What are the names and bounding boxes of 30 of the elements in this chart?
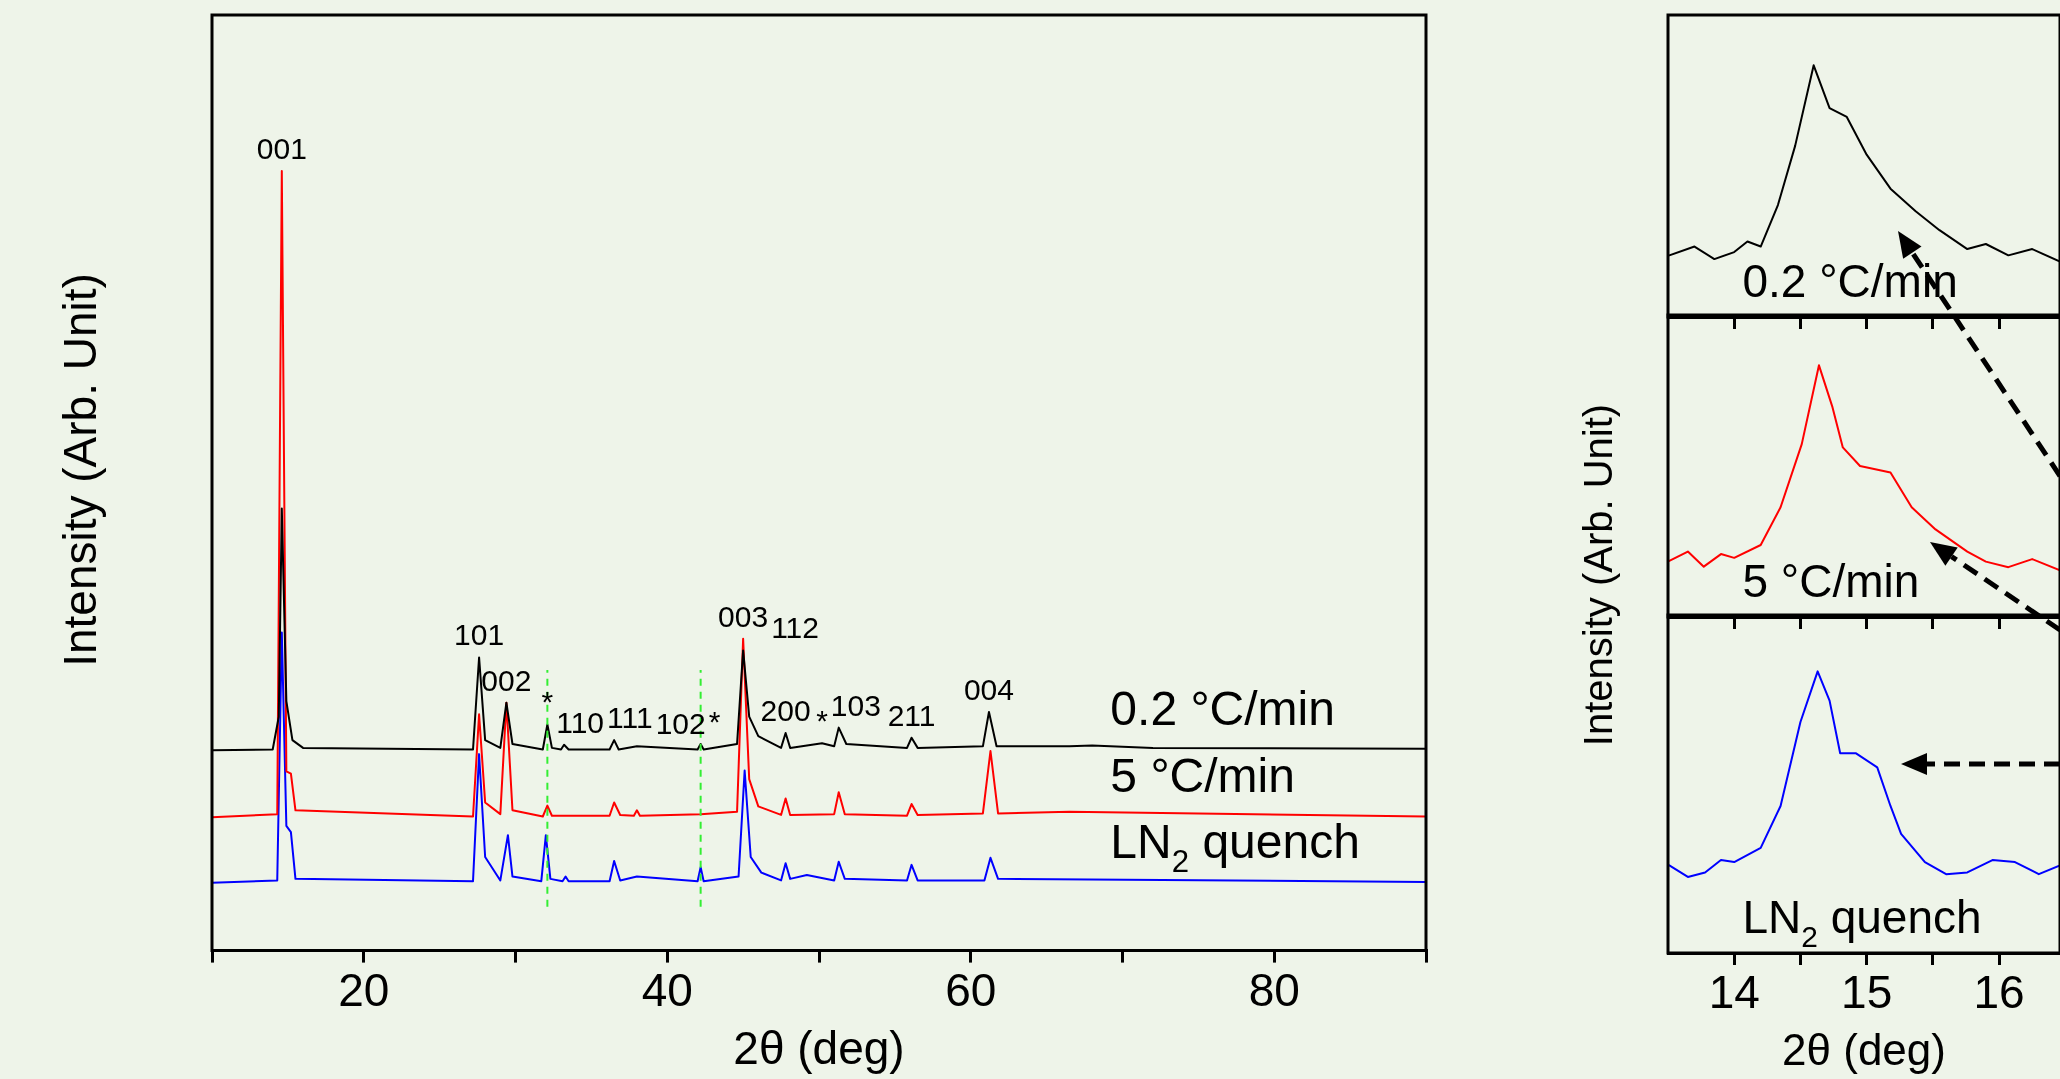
x-tick-label: 14 [1708,966,1760,1019]
annotation: 211 [887,698,936,732]
x-tick-label: 40 [641,963,693,1016]
annotation: 004 [963,673,1014,707]
x-axis-title: 2θ (deg) [733,1022,905,1075]
annotation: * [816,704,829,738]
annotation: 111 [607,701,653,735]
x-tick-label: 15 [1841,966,1893,1019]
series-label: 5 °C/min [1110,749,1295,803]
annotation: 003 [718,599,769,633]
annotation: 002 [481,663,532,697]
annotation: * [541,685,554,719]
annotation: 110 [556,705,605,739]
x-tick-label: 60 [945,963,997,1016]
y-axis-title: Intensity (Arb. Unit) [1575,403,1621,747]
annotation: 200 [760,694,811,728]
annotation: 001 [256,131,307,165]
annotation: 103 [830,688,881,722]
x-tick-label: 16 [1973,966,2025,1019]
y-axis-title: Intensity (Arb. Unit) [53,273,107,667]
annotation: 101 [454,618,505,652]
annotation: * [708,704,721,738]
x-tick-label: 20 [338,963,390,1016]
annotation: 102 [655,707,706,741]
legend-label: 0.2 °C/min [1742,255,1958,307]
series-label: 5 °C/min [1742,555,1920,607]
x-axis-title: 2θ (deg) [1782,1024,1946,1074]
annotation: 112 [771,611,819,645]
series-label: 0.2 °C/min [1110,681,1335,735]
x-tick-label: 80 [1248,963,1300,1016]
